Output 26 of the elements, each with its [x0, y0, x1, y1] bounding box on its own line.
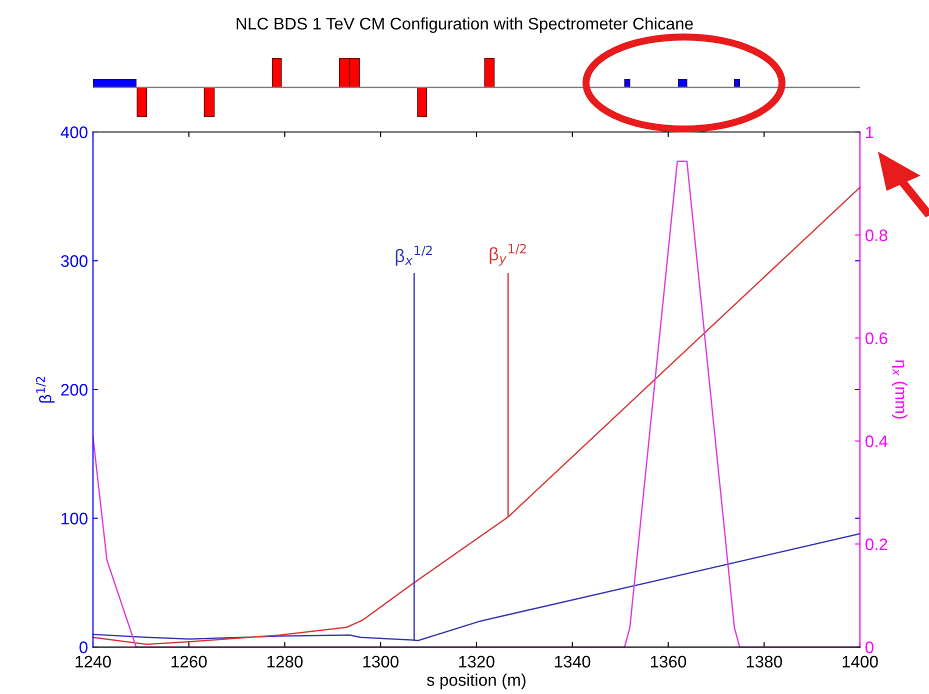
chart-title: NLC BDS 1 TeV CM Configuration with Spectrometer Chicane	[236, 17, 693, 33]
x-tick-label: 1400	[842, 656, 878, 668]
x-tick-label: 1320	[459, 656, 494, 668]
y2-tick-label: 1	[866, 126, 874, 138]
x-tick-label: 1360	[650, 656, 686, 668]
y-tick-label: 0	[80, 641, 88, 654]
annotation: β$_{x}$$^{1/2}$	[396, 246, 432, 266]
x-tick-label: 1280	[267, 656, 303, 668]
y2-axis-title: η$_{x}$ (mm)	[892, 360, 908, 419]
y2-tick-label: 0.8	[865, 229, 888, 242]
x-tick-label: 1340	[555, 656, 590, 668]
y2-tick-label: 0	[865, 641, 874, 654]
y-tick-label: 100	[62, 512, 88, 524]
y-tick-label: 400	[60, 126, 88, 138]
y2-tick-label: 0.6	[865, 332, 888, 344]
y-axis-title: β$^{1/2}$	[36, 376, 55, 403]
x-tick-label: 1240	[76, 656, 111, 668]
annotation: β$_{y}$$^{1/2}$	[490, 244, 526, 266]
y2-tick-label: 0.2	[865, 538, 888, 550]
y2-tick-label: 0.4	[865, 435, 888, 448]
x-axis-title: s position (m)	[426, 674, 526, 690]
y-tick-label: 200	[61, 384, 88, 396]
x-tick-label: 1380	[746, 656, 782, 668]
x-tick-label: 1260	[172, 656, 207, 668]
y-tick-label: 300	[60, 255, 88, 267]
x-tick-label: 1300	[363, 656, 398, 668]
